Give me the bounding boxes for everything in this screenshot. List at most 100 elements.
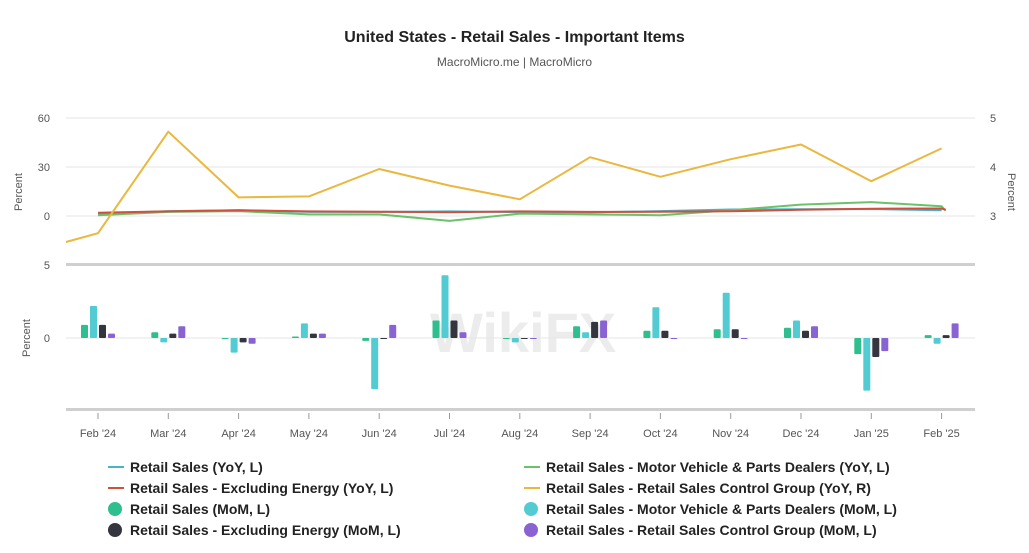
bar — [740, 338, 748, 339]
legend-label: Retail Sales (YoY, L) — [130, 459, 263, 475]
series-line — [65, 130, 943, 243]
legend-item[interactable]: Retail Sales (MoM, L) — [108, 501, 270, 517]
bar — [362, 338, 370, 341]
legend-symbol — [108, 502, 122, 516]
panel-separator — [66, 408, 975, 411]
bar — [221, 338, 229, 339]
bar — [924, 335, 932, 338]
bar — [160, 338, 168, 343]
x-tick-label: Jun '24 — [362, 428, 397, 440]
y-tick-label-bottom: 5 — [44, 260, 50, 272]
legend-item[interactable]: Retail Sales - Motor Vehicle & Parts Dea… — [524, 459, 890, 475]
bar — [582, 332, 590, 338]
x-tick-label: Feb '25 — [923, 428, 959, 440]
series-line — [97, 207, 946, 214]
legend-symbol — [524, 502, 538, 516]
series-line — [97, 201, 946, 222]
bar — [863, 338, 871, 391]
bar — [529, 338, 537, 339]
bar — [151, 332, 159, 338]
bar — [309, 333, 317, 338]
bar — [942, 335, 950, 338]
bar — [600, 320, 608, 338]
x-tick-label: Aug '24 — [501, 428, 538, 440]
legend-label: Retail Sales - Excluding Energy (YoY, L) — [130, 480, 394, 496]
chart-subtitle: MacroMicro.me | MacroMicro — [436, 55, 593, 69]
legend-symbol — [524, 523, 538, 537]
bar — [511, 338, 519, 343]
legend-symbol — [524, 487, 540, 489]
panel-separator — [66, 263, 975, 266]
bar — [459, 332, 467, 338]
bar — [643, 330, 651, 338]
y-tick-label-right: 3 — [990, 211, 996, 223]
bar — [450, 320, 458, 338]
bar — [731, 329, 739, 338]
bar — [802, 330, 809, 338]
bar — [872, 338, 880, 357]
bar — [90, 305, 97, 338]
y-axis-label-left: Percent — [13, 173, 25, 211]
bar — [784, 327, 791, 338]
bar — [432, 320, 440, 338]
y-tick-label-bottom: 0 — [44, 333, 50, 345]
bar — [99, 324, 106, 338]
y-tick-label-right: 5 — [990, 113, 996, 125]
x-tick-label: Oct '24 — [643, 428, 678, 440]
legend-item[interactable]: Retail Sales - Retail Sales Control Grou… — [524, 480, 871, 496]
bar — [178, 326, 186, 338]
bar — [573, 326, 581, 338]
legend-symbol — [108, 523, 122, 537]
bar — [291, 336, 299, 338]
bar — [670, 338, 678, 339]
x-tick-label: Feb '24 — [80, 428, 116, 440]
y-tick-label-left: 0 — [44, 211, 50, 223]
legend-symbol — [108, 487, 124, 489]
bar — [230, 338, 238, 353]
bar — [811, 326, 818, 338]
legend-item[interactable]: Retail Sales (YoY, L) — [108, 459, 263, 475]
bar — [371, 338, 379, 390]
x-tick-label: Apr '24 — [221, 428, 256, 440]
bar — [713, 329, 721, 338]
y-tick-label-left: 30 — [38, 162, 50, 174]
legend-label: Retail Sales (MoM, L) — [130, 501, 271, 517]
x-tick-label: Dec '24 — [783, 428, 820, 440]
legend-item[interactable]: Retail Sales - Retail Sales Control Grou… — [524, 522, 877, 538]
bar — [951, 323, 959, 338]
x-tick-label: Jul '24 — [434, 428, 465, 440]
x-tick-label: May '24 — [290, 428, 328, 440]
bar — [933, 338, 941, 344]
y-axis-label-bottom: Percent — [21, 319, 33, 357]
y-tick-label-left: 60 — [38, 113, 50, 125]
bar — [722, 292, 730, 338]
bar — [81, 324, 88, 338]
bar — [318, 333, 326, 338]
legend-item[interactable]: Retail Sales - Excluding Energy (MoM, L) — [108, 522, 401, 538]
legend-label: Retail Sales - Retail Sales Control Grou… — [546, 480, 871, 496]
bar — [169, 333, 177, 338]
bar — [389, 324, 397, 338]
legend-item[interactable]: Retail Sales - Motor Vehicle & Parts Dea… — [524, 501, 897, 517]
legend-symbol — [108, 466, 124, 468]
legend-item[interactable]: Retail Sales - Excluding Energy (YoY, L) — [108, 480, 393, 496]
x-tick-label: Sep '24 — [572, 428, 609, 440]
legend-symbol — [524, 466, 540, 468]
bar — [248, 338, 256, 344]
bar — [441, 275, 449, 338]
bar — [591, 321, 599, 338]
x-tick-label: Mar '24 — [150, 428, 186, 440]
bar — [854, 338, 862, 355]
legend-label: Retail Sales - Excluding Energy (MoM, L) — [130, 522, 401, 538]
bar — [239, 338, 247, 343]
bar — [300, 323, 308, 338]
x-tick-label: Jan '25 — [854, 428, 889, 440]
bar — [520, 338, 528, 339]
bar — [793, 320, 800, 338]
bar — [881, 338, 889, 352]
bar — [661, 330, 669, 338]
legend-label: Retail Sales - Retail Sales Control Grou… — [546, 522, 877, 538]
chart-title: United States - Retail Sales - Important… — [344, 29, 685, 46]
